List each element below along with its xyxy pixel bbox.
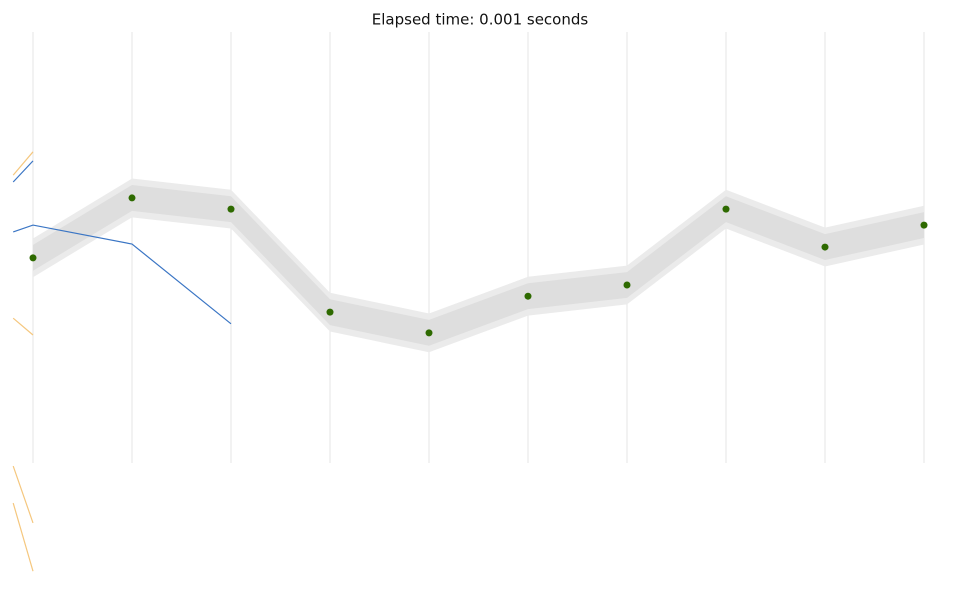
data-point [920, 221, 928, 229]
data-point [524, 292, 532, 300]
data-point [425, 329, 433, 337]
data-point [227, 205, 235, 213]
data-point [821, 243, 829, 251]
confidence-band [33, 185, 924, 346]
data-point [29, 254, 37, 262]
data-point [722, 205, 730, 213]
data-point [128, 194, 136, 202]
series-line [12, 151, 34, 572]
data-point [623, 281, 631, 289]
data-point [326, 308, 334, 316]
series-line [12, 160, 232, 325]
chart-title: Elapsed time: 0.001 seconds [372, 11, 589, 29]
